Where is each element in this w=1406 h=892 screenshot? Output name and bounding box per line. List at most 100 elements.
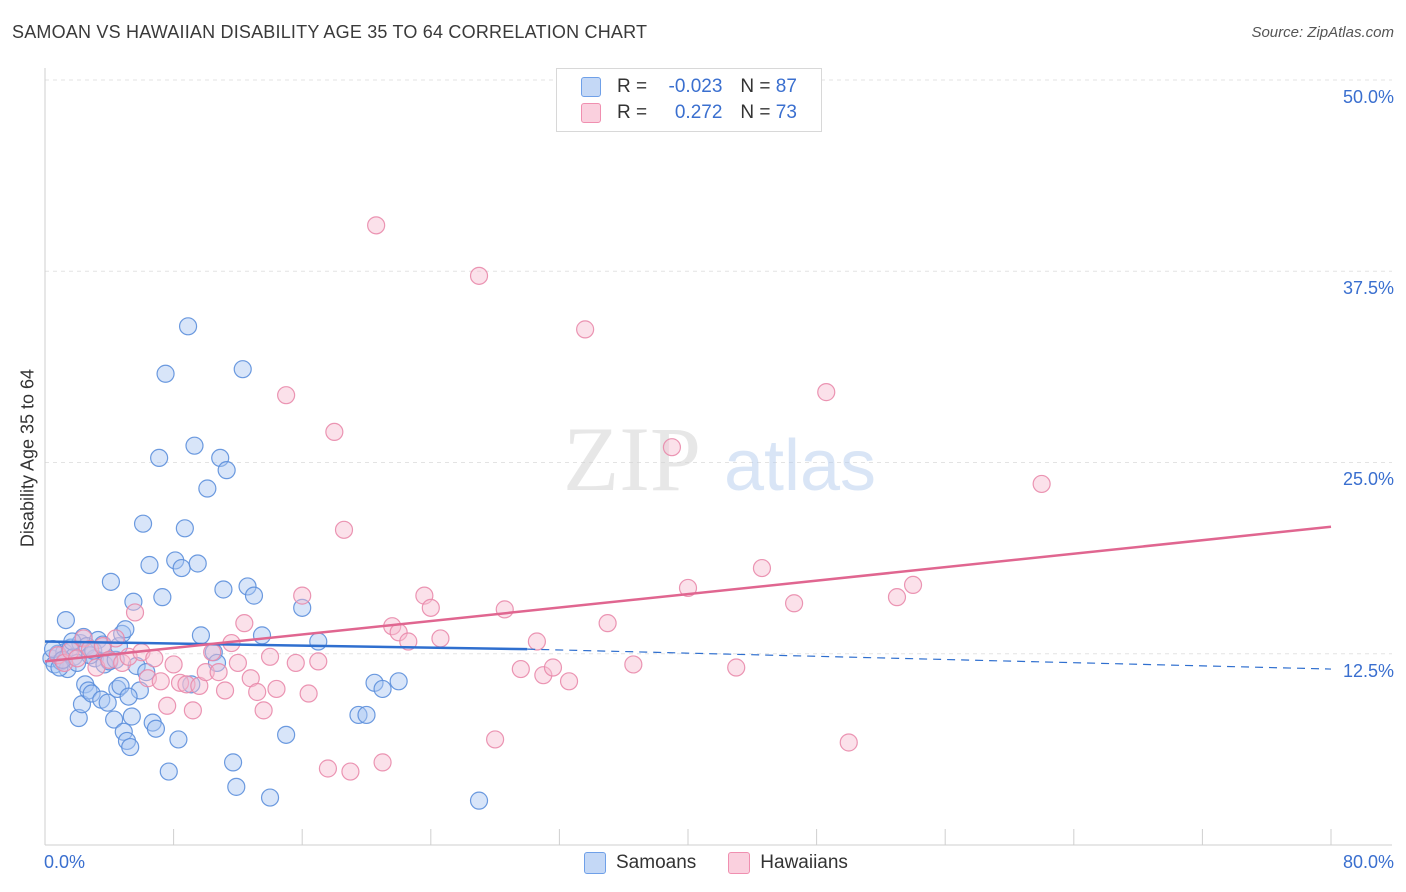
hawaiian-point bbox=[325, 422, 344, 441]
series-label-samoans: Samoans bbox=[616, 852, 697, 873]
hawaiian-point bbox=[334, 520, 354, 539]
samoan-trend-extension bbox=[527, 648, 1332, 670]
hawaiian-point bbox=[367, 216, 386, 235]
hawaiian-point bbox=[341, 762, 360, 781]
hawaiian-point bbox=[543, 658, 563, 677]
hawaiian-point bbox=[267, 679, 286, 699]
hawaiian-point bbox=[277, 386, 296, 405]
samoan-point bbox=[69, 708, 88, 728]
correlation-legend: R = -0.023 N = 87 R = 0.272 N = 73 bbox=[556, 68, 822, 132]
chart-title: SAMOAN VS HAWAIIAN DISABILITY AGE 35 TO … bbox=[12, 22, 648, 42]
samoan-point bbox=[260, 788, 280, 807]
samoan-point bbox=[178, 317, 198, 336]
samoan-point bbox=[153, 588, 172, 607]
samoan-point bbox=[150, 448, 169, 468]
legend-swatch-samoans bbox=[581, 77, 601, 97]
samoan-point bbox=[105, 710, 124, 729]
hawaiian-point bbox=[106, 629, 125, 648]
hawaiian-point bbox=[318, 759, 338, 778]
hawaiian-point bbox=[421, 598, 440, 617]
hawaiian-point bbox=[215, 681, 235, 700]
samoan-point bbox=[277, 725, 296, 744]
series-swatch-hawaiians bbox=[728, 852, 751, 874]
samoan-point bbox=[191, 626, 211, 645]
hawaiian-point bbox=[170, 673, 190, 692]
hawaiian-point bbox=[495, 600, 514, 619]
hawaiian-point bbox=[784, 594, 804, 613]
samoan-trend-line bbox=[44, 640, 528, 651]
samoan-point bbox=[469, 791, 489, 810]
legend-n-value-hawaiians: 73 bbox=[775, 102, 797, 123]
legend-r-label: R = bbox=[617, 102, 648, 123]
samoan-point bbox=[233, 360, 252, 379]
hawaiian-point bbox=[248, 682, 267, 702]
y-tick-label-50: 50.0% bbox=[1342, 87, 1394, 107]
hawaiian-point bbox=[511, 659, 530, 679]
x-tick-label-max: 80.0% bbox=[1342, 852, 1394, 872]
hawaiian-point bbox=[839, 733, 858, 752]
samoan-point bbox=[82, 684, 101, 703]
samoan-point bbox=[56, 610, 75, 630]
samoan-point bbox=[146, 719, 166, 738]
hawaiian-point bbox=[373, 753, 392, 772]
hawaiian-point bbox=[203, 643, 222, 662]
samoan-point bbox=[244, 586, 264, 605]
samoan-point bbox=[227, 777, 246, 796]
x-tick-label-min: 0.0% bbox=[44, 852, 86, 872]
series-legend-hawaiians[interactable]: Hawaiians bbox=[728, 852, 848, 874]
hawaiian-point bbox=[576, 320, 595, 339]
hawaiian-point bbox=[817, 383, 836, 402]
hawaiian-point bbox=[598, 614, 617, 633]
hawaiian-point bbox=[527, 632, 546, 651]
samoan-point bbox=[79, 681, 98, 700]
samoan-point bbox=[238, 577, 257, 596]
hawaiian-point bbox=[624, 655, 643, 674]
legend-n-label: N = bbox=[740, 76, 771, 97]
samoan-point bbox=[169, 730, 188, 749]
samoan-point bbox=[119, 687, 138, 706]
hawaiian-point bbox=[260, 647, 280, 666]
hawaiian-point bbox=[228, 653, 247, 673]
hawaiian-point bbox=[662, 438, 682, 457]
samoan-point bbox=[373, 679, 392, 699]
hawaiian-point bbox=[254, 701, 273, 720]
samoan-point bbox=[357, 705, 376, 725]
samoan-point bbox=[223, 753, 243, 772]
legend-n-value-samoans: 87 bbox=[775, 76, 797, 97]
hawaiian-point bbox=[183, 701, 202, 720]
samoan-point bbox=[252, 626, 272, 645]
hawaiian-point bbox=[399, 632, 418, 651]
hawaiian-point bbox=[752, 558, 772, 578]
samoan-point bbox=[133, 514, 153, 533]
samoan-point bbox=[156, 364, 175, 383]
hawaiian-point bbox=[678, 578, 698, 598]
hawaiian-point bbox=[158, 696, 177, 715]
hawaiian-point bbox=[164, 655, 183, 674]
y-axis-title: Disability Age 35 to 64 bbox=[17, 368, 38, 548]
y-tick-label-12-5: 12.5% bbox=[1342, 661, 1394, 681]
hawaiian-point bbox=[299, 684, 318, 703]
hawaiian-point bbox=[1032, 474, 1051, 494]
hawaiian-point bbox=[727, 658, 746, 677]
legend-row-hawaiians: R = 0.272 N = 73 bbox=[581, 101, 797, 125]
series-legend-samoans[interactable]: Samoans bbox=[584, 852, 696, 874]
hawaiian-point bbox=[286, 653, 305, 673]
hawaiian-point bbox=[534, 666, 553, 685]
samoan-point bbox=[217, 461, 236, 480]
hawaiian-point bbox=[235, 614, 254, 633]
watermark-atlas: atlas bbox=[724, 426, 876, 506]
hawaiian-point bbox=[209, 663, 228, 682]
samoan-point bbox=[309, 632, 328, 651]
samoan-point bbox=[175, 519, 194, 538]
hawaiian-point bbox=[469, 266, 489, 285]
hawaiian-point bbox=[196, 663, 215, 682]
hawaiian-point bbox=[887, 588, 907, 607]
y-tick-label-37-5: 37.5% bbox=[1342, 278, 1394, 298]
samoan-point bbox=[185, 436, 204, 455]
samoan-point bbox=[121, 737, 140, 757]
samoan-point bbox=[188, 554, 207, 573]
samoan-point bbox=[172, 558, 191, 578]
hawaiian-point bbox=[293, 586, 312, 605]
samoan-point bbox=[98, 693, 117, 712]
